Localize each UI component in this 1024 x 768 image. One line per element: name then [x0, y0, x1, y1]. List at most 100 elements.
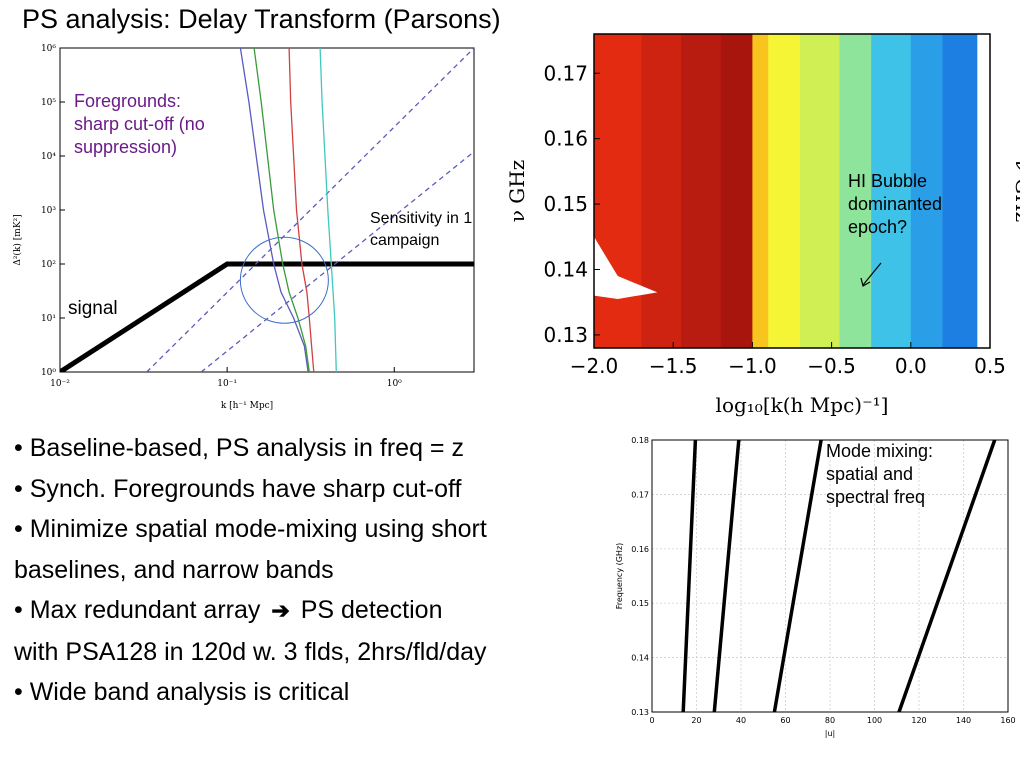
signal-line — [60, 261, 474, 372]
foregrounds-note-line: suppression) — [74, 137, 178, 157]
y-tick-label: 10⁴ — [41, 152, 56, 162]
y-tick-label: 0.13 — [543, 323, 588, 347]
bullet-continuation: with PSA128 in 120d w. 3 flds, 2hrs/fld/… — [14, 637, 487, 666]
x-tick-label: 0.0 — [895, 354, 927, 378]
bullet-list: • Baseline-based, PS analysis in freq = … — [14, 428, 614, 713]
bullet-item: • Baseline-based, PS analysis in freq = … — [14, 434, 464, 462]
right-arrow-icon: ➔ — [271, 598, 290, 623]
y-tick-label: 0.18 — [631, 436, 649, 445]
y-axis-label: Frequency (GHz) — [615, 543, 624, 610]
x-axis-label: k [h⁻¹ Mpc] — [221, 401, 273, 411]
bullet-item: • Max redundant array ➔ PS detection — [14, 596, 443, 624]
heatmap-gap — [594, 236, 658, 299]
x-tick-label: −2.0 — [570, 354, 619, 378]
heatmap-band — [942, 34, 978, 348]
y-tick-label: 0.16 — [543, 127, 588, 151]
foreground-line — [239, 48, 309, 372]
bubble-note-line: dominanted — [848, 194, 943, 214]
bubble-chart: −2.0 −1.5 −1.0 −0.5 0.0 0.5 0.13 0.14 0.15 0.16 0.… — [508, 33, 1020, 417]
x-tick-label: 60 — [780, 716, 790, 725]
x-tick-label: −1.5 — [649, 354, 698, 378]
bullet-item: • Minimize spatial mode-mixing using sho… — [14, 515, 487, 543]
y-tick-label: 10² — [41, 260, 56, 270]
x-tick-label: 40 — [736, 716, 746, 725]
x-tick-label: 0 — [649, 716, 654, 725]
bullet-item: • Synch. Foregrounds have sharp cut-off — [14, 474, 462, 503]
bullet-text: Synch. Foregrounds have sharp cut-off — [29, 474, 462, 503]
ps-plot-frame — [59, 47, 475, 373]
foregrounds-note: Foregrounds: sharp cut-off (no suppressi… — [74, 90, 205, 159]
foregrounds-note-line: sharp cut-off (no — [74, 114, 205, 134]
y-tick-label: 0.16 — [631, 545, 649, 554]
heatmap-band — [871, 34, 912, 348]
y-tick-label: 10¹ — [41, 314, 56, 324]
x-tick-label: 80 — [825, 716, 835, 725]
heatmap-band — [768, 34, 801, 348]
x-tick-label: −0.5 — [807, 354, 856, 378]
mode-note-line: Mode mixing: — [826, 441, 934, 461]
ps-chart: 10⁻² 10⁻¹ 10⁰ 10⁰ 10¹ 10² 10³ 10⁴ 10⁵ 10⁶ k [h⁻¹ M… — [12, 44, 475, 411]
bullet-text: Wide band analysis is critical — [29, 678, 350, 706]
bullet-text: PS detection — [300, 596, 443, 624]
heatmap-band — [910, 34, 943, 348]
cutoff-circle — [239, 236, 329, 324]
y-tick-label: 0.13 — [631, 708, 649, 717]
heatmap-band — [641, 34, 682, 348]
heatmap-band — [594, 34, 643, 348]
slide-title: PS analysis: Delay Transform (Parsons) — [22, 4, 501, 34]
heatmap-frame — [593, 33, 991, 349]
bubble-note: HI Bubble dominanted epoch? — [848, 170, 942, 239]
bullet-text: Baseline-based, PS analysis in freq = z — [29, 434, 464, 462]
x-tick-label: 160 — [1000, 716, 1015, 725]
y-axis-label: Δ²(k) [mK²] — [12, 214, 23, 265]
x-tick-label: 140 — [956, 716, 971, 725]
x-tick-label: 120 — [911, 716, 926, 725]
bullet-text: Minimize spatial mode-mixing using short — [29, 515, 487, 543]
x-tick-label: 0.5 — [974, 354, 1006, 378]
sensitivity-line — [146, 48, 474, 372]
heatmap-band — [752, 34, 769, 348]
heatmap-band — [681, 34, 722, 348]
x-tick-label: 10⁰ — [387, 379, 402, 389]
heatmap-band — [720, 34, 753, 348]
x-tick-label: 100 — [867, 716, 882, 725]
sensitivity-note-line: campaign — [370, 232, 440, 249]
y-tick-label: 10⁰ — [41, 368, 56, 378]
y-tick-label: 10⁵ — [41, 98, 56, 108]
heatmap-band — [839, 34, 872, 348]
mode-line — [712, 439, 741, 713]
mode-line — [772, 439, 823, 713]
y-tick-label: 0.15 — [631, 599, 649, 608]
annotation-arrow — [862, 262, 882, 286]
foreground-line — [253, 48, 310, 372]
mode-plot-frame — [651, 439, 1009, 713]
mode-figure: 0 20 40 60 80 100 120 140 160 0.13 0.14 0.15 0.16 0.1… — [604, 428, 1020, 746]
mode-note: Mode mixing: spatial and spectral freq — [826, 440, 933, 509]
foreground-line — [319, 48, 337, 372]
x-tick-label: 10⁻² — [50, 379, 70, 389]
y-tick-label: 10⁶ — [41, 44, 56, 54]
x-tick-label: 20 — [691, 716, 701, 725]
heatmap-band — [799, 34, 841, 348]
bubble-figure: −2.0 −1.5 −1.0 −0.5 0.0 0.5 0.13 0.14 0.15 0.16 0.… — [508, 8, 1020, 420]
sensitivity-note-line: Sensitivity in 1 — [370, 210, 473, 227]
bullet-item: • Wide band analysis is critical — [14, 678, 350, 706]
mode-note-line: spatial and — [826, 464, 914, 484]
y-tick-label: 10³ — [41, 206, 56, 216]
mode-line — [681, 439, 698, 713]
bubble-note-line: epoch? — [848, 217, 908, 237]
mode-line — [897, 439, 997, 713]
annotation-arrowhead — [860, 277, 871, 287]
y-tick-label: 0.15 — [543, 192, 588, 216]
y-axis-label-right: ν GHz — [1011, 160, 1020, 222]
mode-chart: 0 20 40 60 80 100 120 140 160 0.13 0.14 0.15 0.16 0.1… — [615, 436, 1016, 738]
x-tick-label: −1.0 — [728, 354, 777, 378]
mode-note-line: spectral freq — [826, 487, 926, 507]
foregrounds-note-line: Foregrounds: — [74, 91, 182, 111]
heatmap-empty-edge — [977, 34, 990, 348]
x-tick-label: 10⁻¹ — [217, 379, 237, 389]
signal-label: signal — [68, 298, 118, 319]
ps-figure: 10⁻² 10⁻¹ 10⁰ 10⁰ 10¹ 10² 10³ 10⁴ 10⁵ 10⁶ k [h⁻¹ M… — [8, 40, 484, 416]
y-tick-label: 0.17 — [543, 61, 588, 85]
y-axis-label: ν GHz — [508, 160, 529, 222]
